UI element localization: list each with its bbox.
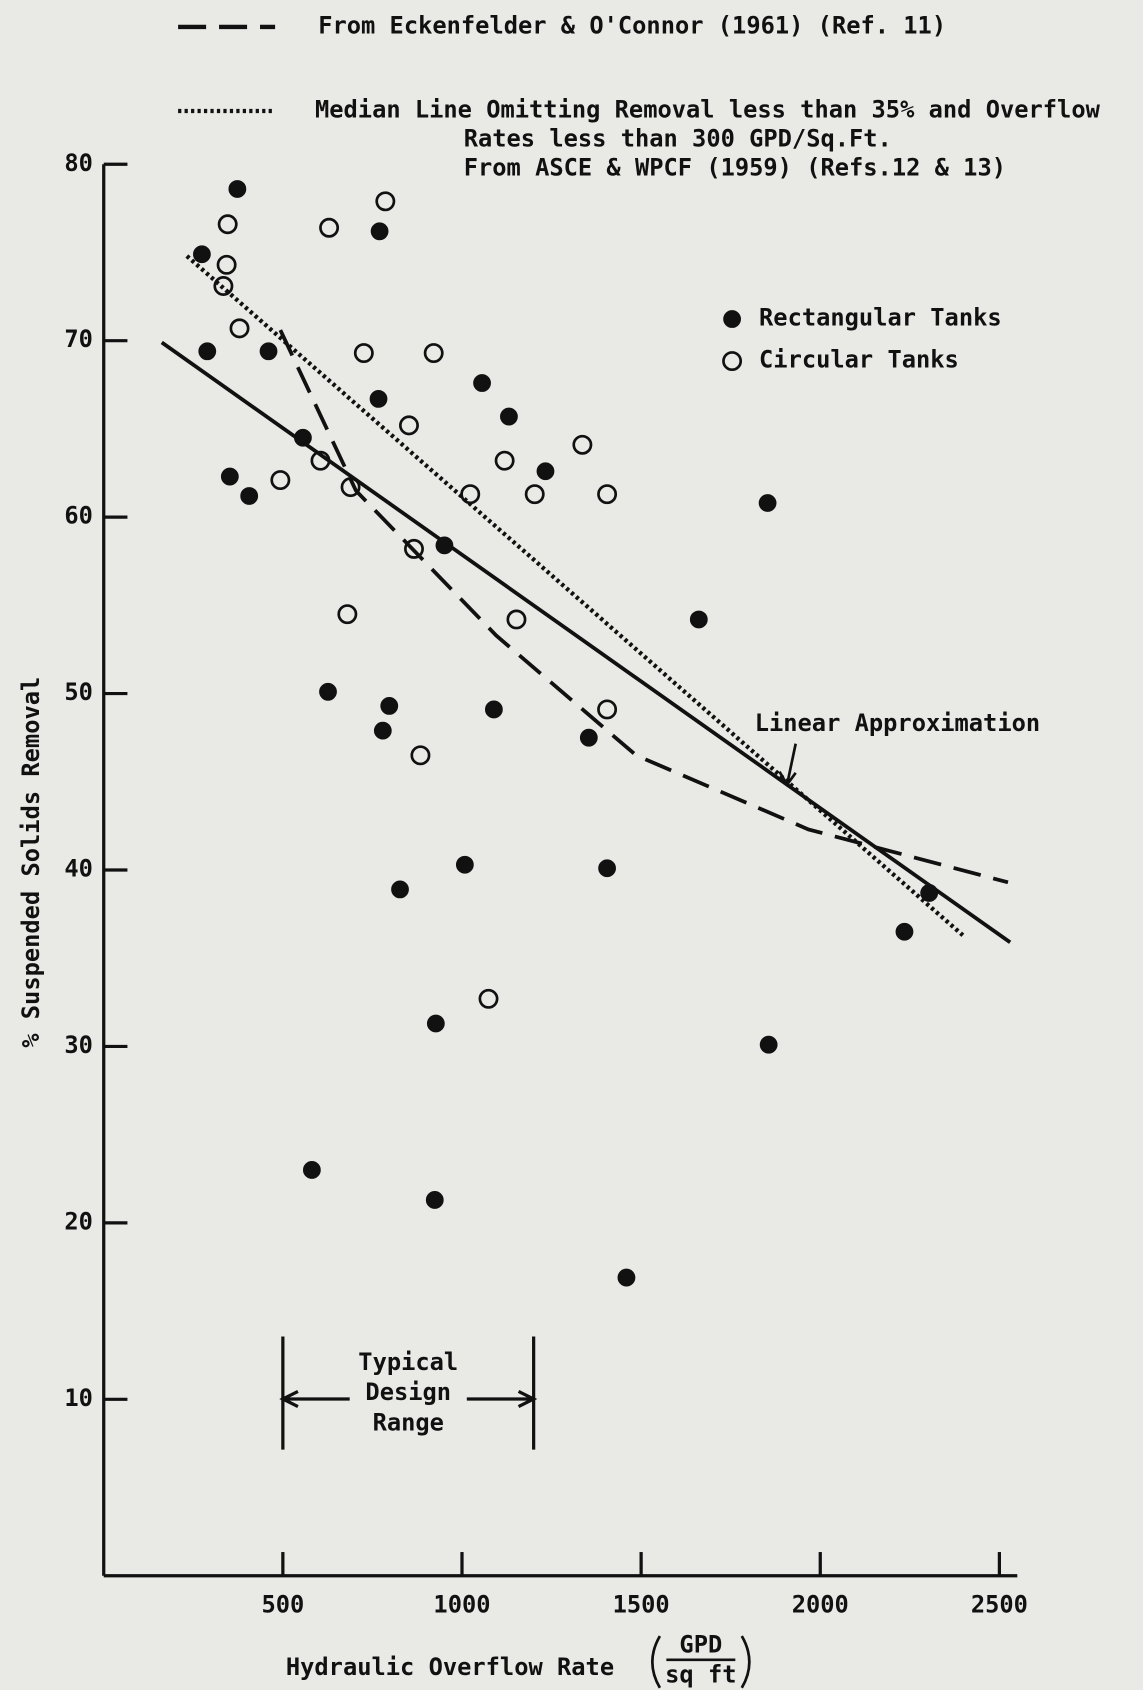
point — [423, 343, 444, 364]
point — [369, 390, 388, 408]
y-tick-label: 30 — [64, 1031, 93, 1059]
legend-marker — [723, 310, 741, 328]
range-label: Typical — [358, 1348, 458, 1376]
legend-label: From Eckenfelder & O'Connor (1961) (Ref.… — [318, 11, 946, 39]
x-axis-label: Hydraulic Overflow Rate — [286, 1653, 614, 1681]
point — [478, 988, 499, 1009]
point — [426, 1014, 445, 1033]
point — [500, 407, 518, 426]
y-tick-label: 60 — [64, 502, 93, 530]
y-tick-label: 80 — [64, 149, 93, 177]
point — [689, 610, 708, 629]
point — [425, 1191, 444, 1209]
point — [198, 342, 217, 361]
annotation-arrow — [778, 743, 798, 788]
point — [484, 700, 503, 719]
x-unit-numerator: GPD — [679, 1630, 722, 1658]
x-tick-label: 1500 — [613, 1590, 670, 1618]
legend-label: Rates less than 300 GPD/Sq.Ft. — [464, 125, 892, 153]
y-tick-label: 50 — [64, 678, 93, 706]
x-tick-label: 1000 — [433, 1590, 490, 1618]
x-tick-label: 2000 — [792, 1590, 849, 1618]
legend-label: Circular Tanks — [759, 346, 959, 374]
point — [302, 1161, 321, 1179]
point — [220, 467, 239, 486]
point — [229, 318, 250, 339]
point — [579, 728, 598, 747]
legend-label: Median Line Omitting Removal less than 3… — [315, 96, 1101, 124]
point — [455, 855, 474, 874]
point — [391, 880, 409, 899]
range-label: Design — [365, 1378, 451, 1406]
point — [240, 487, 259, 505]
point — [506, 609, 527, 630]
point — [380, 697, 399, 715]
y-tick-label: 70 — [64, 325, 93, 353]
point — [758, 494, 777, 512]
y-tick-label: 10 — [64, 1384, 93, 1412]
point — [270, 470, 291, 491]
x-unit-denominator: sq ft — [665, 1660, 736, 1688]
point — [895, 922, 914, 941]
point — [435, 536, 454, 555]
x-tick-label: 2500 — [971, 1590, 1028, 1618]
x-tick-label: 500 — [261, 1590, 304, 1618]
point — [213, 276, 234, 296]
point — [473, 374, 491, 392]
range-arrow — [279, 1390, 538, 1408]
point — [340, 477, 361, 498]
point — [217, 214, 238, 235]
point — [572, 434, 593, 455]
point — [337, 604, 358, 625]
point — [494, 450, 515, 471]
point — [410, 745, 431, 766]
y-tick-label: 20 — [64, 1207, 93, 1235]
point — [617, 1268, 636, 1287]
point — [319, 682, 337, 701]
point — [597, 484, 618, 505]
point — [460, 484, 481, 505]
point — [319, 217, 340, 238]
legend-label: From ASCE & WPCF (1959) (Refs.12 & 13) — [464, 154, 1006, 182]
point — [228, 180, 247, 198]
point — [353, 343, 374, 364]
point — [193, 245, 211, 264]
parentheses — [650, 1635, 751, 1689]
point — [524, 484, 545, 505]
range-label: Range — [373, 1408, 444, 1436]
point — [404, 538, 424, 559]
point — [370, 222, 389, 241]
annotation: Linear Approximation — [755, 709, 1040, 737]
point — [597, 699, 618, 720]
point — [399, 415, 419, 436]
point — [216, 254, 237, 275]
point — [373, 721, 392, 740]
point — [759, 1035, 778, 1054]
point — [259, 342, 278, 361]
point — [920, 884, 939, 902]
legend-label: Rectangular Tanks — [759, 304, 1002, 332]
line-dashed — [278, 329, 1009, 885]
point — [294, 428, 312, 447]
point — [310, 450, 331, 471]
point — [375, 191, 396, 212]
point — [598, 859, 616, 878]
y-tick-label: 40 — [64, 855, 93, 883]
point — [536, 462, 555, 481]
y-axis-label: % Suspended Solids Removal — [17, 677, 45, 1048]
legend-marker — [722, 351, 743, 372]
